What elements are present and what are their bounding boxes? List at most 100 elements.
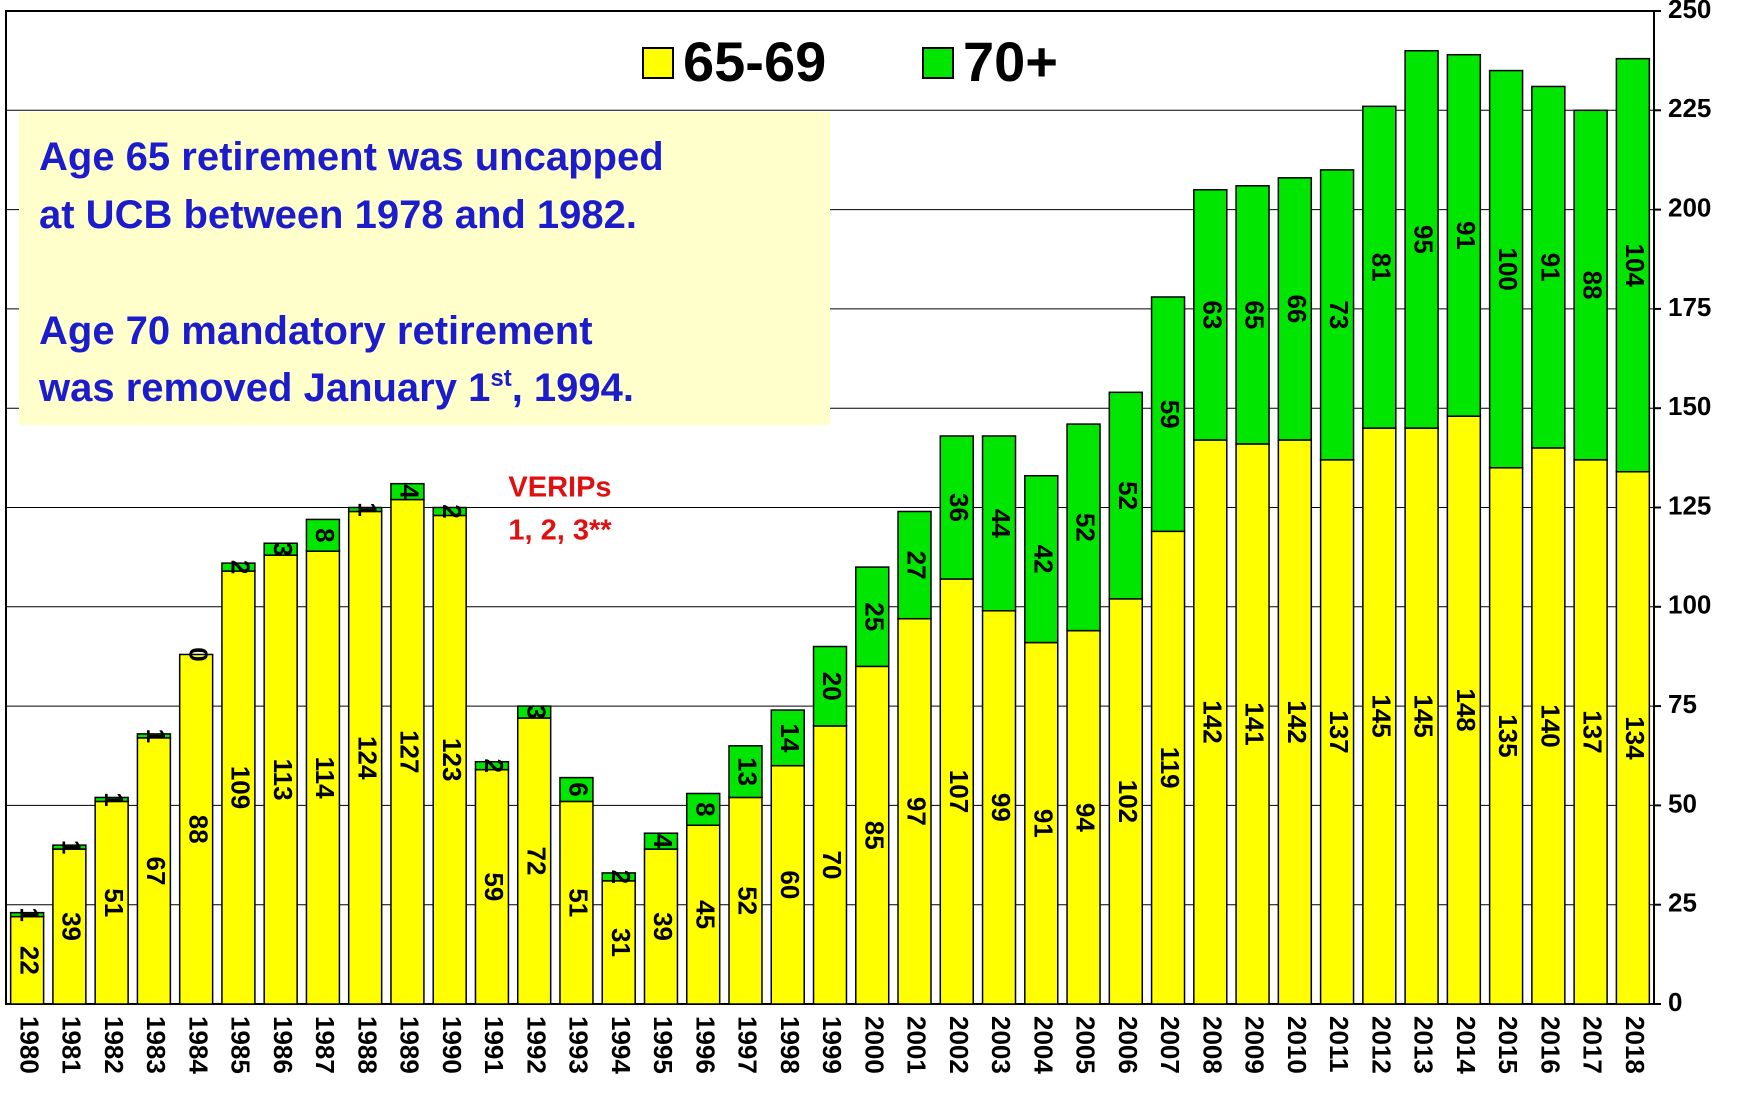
verip-label: VERIPs (508, 472, 611, 504)
bar-segment (1024, 474, 1059, 644)
x-tick-label: 2017 (1578, 1016, 1608, 1074)
bar-segment (770, 764, 805, 1005)
data-label: 95 (1409, 225, 1439, 254)
x-tick-label: 1989 (395, 1016, 425, 1074)
bar-segment (686, 792, 721, 827)
data-label: 8 (690, 802, 720, 816)
x-tick-label: 1992 (521, 1016, 551, 1074)
x-tick-label: 2000 (859, 1016, 889, 1074)
y-tick-label: 200 (1668, 192, 1711, 222)
bar-segment (1573, 109, 1608, 461)
data-label: 8 (310, 528, 340, 542)
bar-segment (897, 617, 932, 1005)
x-tick-label: 2016 (1535, 1016, 1565, 1074)
bar-segment (1108, 391, 1144, 600)
x-tick-label: 2010 (1282, 1016, 1312, 1074)
data-label: 148 (1451, 688, 1481, 731)
data-label: 31 (606, 928, 636, 957)
bar-segment (1488, 69, 1524, 469)
data-label: 59 (479, 872, 509, 901)
bar-segment (390, 482, 425, 501)
bar-segment (305, 550, 341, 1005)
data-label: 25 (859, 602, 889, 631)
bar-segment (981, 610, 1017, 1005)
y-tick-label: 50 (1668, 788, 1697, 818)
x-tick-label: 1987 (310, 1016, 340, 1074)
legend-swatch (922, 47, 954, 79)
bar-segment (9, 911, 45, 918)
bar-segment (305, 518, 341, 552)
x-tick-label: 2018 (1620, 1016, 1650, 1074)
bar-segment (812, 725, 848, 1005)
x-tick-label: 2003 (986, 1016, 1016, 1074)
bar-segment (897, 510, 932, 620)
bar-segment (178, 653, 214, 1005)
x-tick-label: 2011 (1324, 1016, 1354, 1072)
bar-segment (601, 872, 636, 882)
data-label: 134 (1620, 716, 1650, 760)
data-label: 14 (775, 723, 805, 752)
bar-segment (643, 848, 679, 1005)
bar-segment (347, 510, 383, 1005)
data-label: 66 (1282, 294, 1312, 323)
data-label: 97 (902, 797, 932, 826)
x-tick-label: 2004 (1028, 1016, 1058, 1074)
data-label: 137 (1578, 710, 1608, 753)
bar-segment (855, 665, 890, 1005)
bar-segment (1066, 629, 1101, 1005)
x-tick-label: 1996 (690, 1016, 720, 1074)
bar-segment (221, 570, 256, 1005)
data-label: 142 (1197, 700, 1227, 743)
data-label: 51 (564, 888, 594, 917)
bar-segment (559, 776, 594, 803)
x-tick-label: 1997 (733, 1016, 763, 1074)
bar-segment (939, 435, 974, 580)
bar-segment (1573, 459, 1608, 1005)
data-label: 4 (648, 834, 678, 849)
bar-segment (347, 506, 383, 513)
bar-segment (1404, 427, 1439, 1005)
data-label: 88 (183, 815, 213, 844)
x-tick-label: 2014 (1451, 1016, 1481, 1074)
bar-segment (1531, 85, 1566, 449)
x-tick-label: 1990 (437, 1016, 467, 1074)
data-label: 104 (1620, 244, 1650, 288)
data-label: 42 (1028, 545, 1058, 574)
bar-segment (1193, 188, 1228, 441)
data-label: 3 (268, 542, 298, 556)
data-label: 70 (817, 851, 847, 880)
bar-segment (728, 745, 763, 799)
data-label: 1 (352, 502, 382, 516)
bar-segment (9, 915, 45, 1005)
data-label: 1 (141, 729, 171, 743)
data-label: 39 (57, 912, 87, 941)
data-label: 1 (57, 840, 87, 854)
data-label: 63 (1197, 300, 1227, 329)
x-tick-label: 2013 (1409, 1016, 1439, 1074)
y-tick-label: 225 (1668, 93, 1711, 123)
data-label: 13 (733, 757, 763, 786)
data-label: 44 (986, 509, 1016, 538)
x-tick-label: 1995 (648, 1016, 678, 1074)
bar-segment (432, 506, 467, 517)
data-label: 1 (14, 907, 44, 921)
bar-segment (1277, 177, 1313, 441)
data-label: 100 (1493, 247, 1523, 290)
data-label: 2 (606, 870, 636, 884)
data-label: 72 (521, 847, 551, 876)
data-label: 36 (944, 493, 974, 522)
x-tick-label: 1981 (57, 1016, 87, 1074)
data-label: 141 (1240, 702, 1270, 745)
data-label: 39 (648, 912, 678, 941)
bar-segment (52, 844, 87, 850)
bar-segment (812, 645, 848, 727)
note-line: Age 70 mandatory retirement (39, 309, 593, 353)
data-label: 137 (1324, 710, 1354, 753)
bar-segment (1488, 467, 1524, 1005)
note-line: Age 65 retirement was uncapped (39, 135, 664, 179)
bar-segment (1319, 169, 1355, 461)
data-label: 52 (733, 886, 763, 915)
data-label: 123 (437, 738, 467, 781)
data-label: 1 (99, 792, 129, 806)
